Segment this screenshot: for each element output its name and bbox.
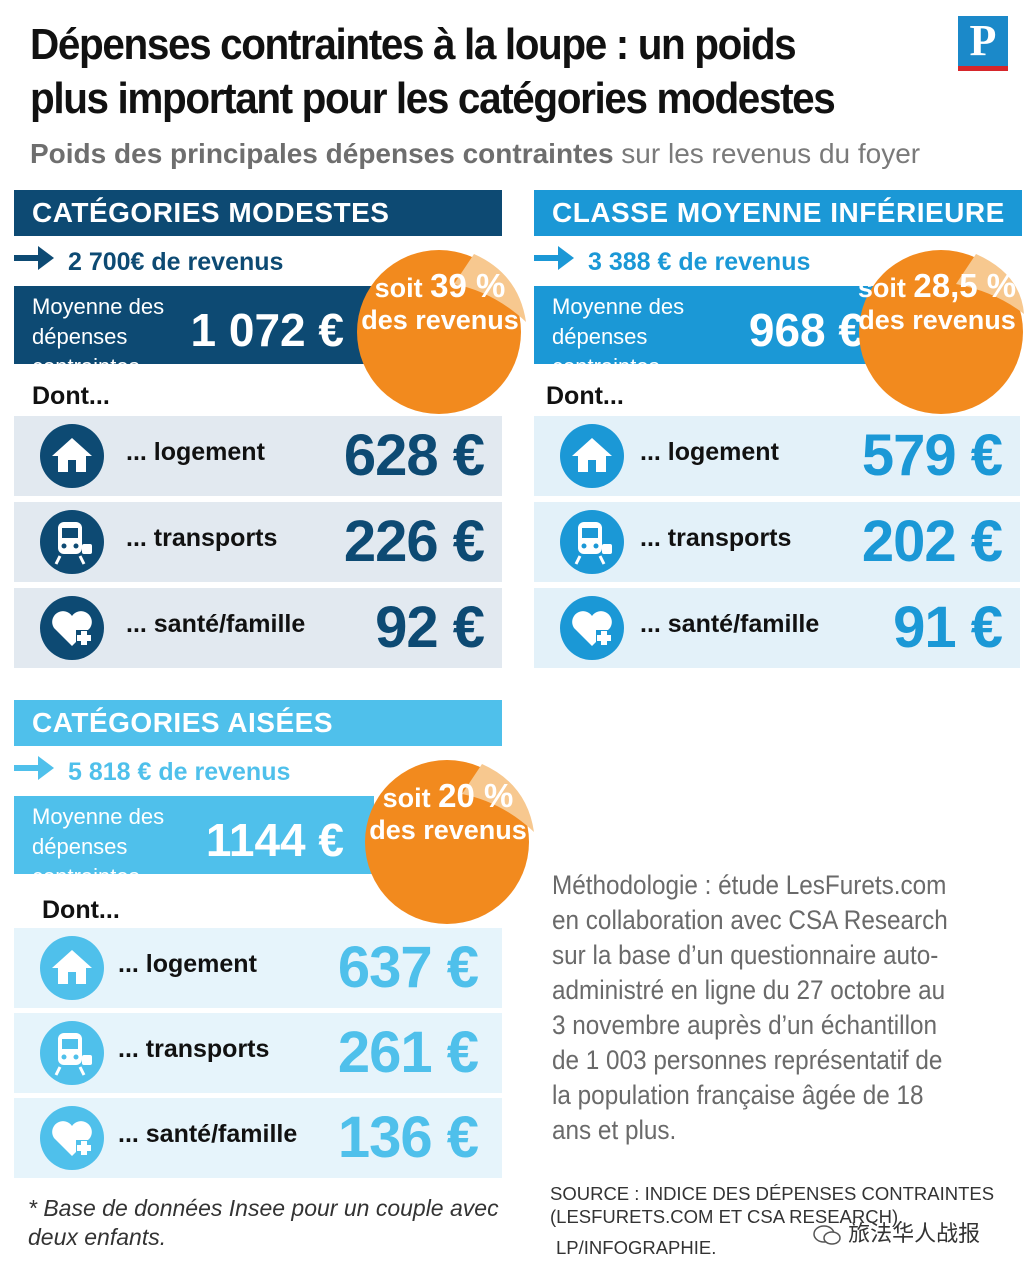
credit-text: LP/INFOGRAPHIE. [556,1237,717,1258]
newspaper-logo: P [958,16,1008,71]
sticker-text: soit 28,5 % des revenus [850,267,1024,336]
panel-header: CATÉGORIES MODESTES [14,190,502,236]
subtitle-bold: Poids des principales dépenses contraint… [30,138,614,169]
watermark: 旅法华人战报 [812,1216,980,1248]
sticker-text: soit 20 % des revenus [360,777,536,846]
arrow-icon [14,756,54,780]
revenue-text: 3 388 € de revenus [588,248,811,276]
subtitle: Poids des principales dépenses contraint… [30,138,920,170]
source-block: SOURCE : INDICE DES DÉPENSES CONTRAINTES… [550,1182,1020,1259]
train-icon [40,1021,104,1085]
row-label: ... santé/famille [640,610,820,638]
row-value: 628 € [343,423,485,488]
row-label: ... santé/famille [118,1120,298,1148]
heart-plus-icon [40,1106,104,1170]
row-transports: ... transports 261 € [14,1013,502,1093]
row-transports: ... transports 226 € [14,502,502,582]
row-label: ... logement [126,438,265,466]
row-value: 202 € [861,509,1003,574]
train-icon [560,510,624,574]
panel-categories-modestes: CATÉGORIES MODESTES 2 700€ de revenus Mo… [14,190,526,670]
average-value: 1144 € [205,814,344,866]
row-label: ... transports [640,524,792,552]
panel-categories-aisees: CATÉGORIES AISÉES 5 818 € de revenus Moy… [14,700,534,1180]
revenue-text: 5 818 € de revenus [68,758,291,786]
revenue-text: 2 700€ de revenus [68,248,284,276]
average-box: Moyenne des dépenses contraintes 1144 € [14,796,374,889]
heart-plus-icon [560,596,624,660]
percent-sticker [365,760,534,924]
percent-sticker [357,250,526,414]
heart-plus-icon [40,596,104,660]
sticker-suffix: des revenus [361,305,519,335]
sticker-prefix: soit [374,273,431,303]
average-box: Moyenne des dépenses contraintes 1 072 € [14,286,374,379]
house-icon [40,936,104,1000]
row-transports: ... transports 202 € [534,502,1020,582]
arrow-icon [14,246,54,270]
sticker-percent: 39 % [430,267,506,304]
average-box: Moyenne des dépenses contraintes 968 € [534,286,894,379]
watermark-text: 旅法华人战报 [848,1221,981,1246]
sticker-text: soit 39 % des revenus [352,267,528,336]
subtitle-normal: sur les revenus du foyer [613,138,921,169]
row-value: 91 € [893,595,1003,660]
row-logement: ... logement 628 € [14,416,502,496]
sticker-suffix: des revenus [858,305,1016,335]
house-icon [560,424,624,488]
row-value: 579 € [861,423,1003,488]
row-sante: ... santé/famille 92 € [14,588,502,668]
average-label: Moyenne des dépenses contraintes [32,294,165,379]
revenue-line: 5 818 € de revenus [14,754,290,790]
row-sante: ... santé/famille 136 € [14,1098,502,1178]
row-sante: ... santé/famille 91 € [534,588,1020,668]
arrow-icon [534,246,574,270]
sticker-suffix: des revenus [369,815,527,845]
methodology-text: Méthodologie : étude LesFurets.com en co… [552,870,948,1145]
panel-header: CATÉGORIES AISÉES [14,700,502,746]
train-icon [40,510,104,574]
average-value: 1 072 € [190,304,344,356]
panel-header: CLASSE MOYENNE INFÉRIEURE [534,190,1022,236]
percent-sticker [859,250,1024,414]
dont-label: Dont... [42,896,120,924]
average-value: 968 € [748,304,864,356]
row-value: 226 € [343,509,485,574]
average-label: Moyenne des dépenses contraintes [552,294,685,379]
row-label: ... logement [640,438,779,466]
dont-label: Dont... [546,382,624,410]
wechat-icon [813,1225,841,1245]
page-title: Dépenses contraintes à la loupe : un poi… [30,20,836,123]
house-icon [40,424,104,488]
sticker-prefix: soit [857,273,914,303]
row-value: 136 € [337,1105,479,1170]
footnote: * Base de données Insee pour un couple a… [28,1195,499,1250]
revenue-line: 3 388 € de revenus [534,244,810,280]
sticker-percent: 20 % [438,777,514,814]
row-label: ... santé/famille [126,610,306,638]
row-label: ... transports [126,524,278,552]
row-label: ... transports [118,1035,270,1063]
source-text: SOURCE : INDICE DES DÉPENSES CONTRAINTES… [550,1183,995,1227]
dont-label: Dont... [32,382,110,410]
sticker-percent: 28,5 % [913,267,1017,304]
row-label: ... logement [118,950,257,978]
revenue-line: 2 700€ de revenus [14,244,283,280]
row-logement: ... logement 637 € [14,928,502,1008]
sticker-prefix: soit [382,783,439,813]
row-logement: ... logement 579 € [534,416,1020,496]
average-label: Moyenne des dépenses contraintes [32,804,165,889]
row-value: 261 € [337,1020,479,1085]
row-value: 92 € [375,595,485,660]
panel-classe-moyenne-inferieure: CLASSE MOYENNE INFÉRIEURE 3 388 € de rev… [534,190,1024,670]
row-value: 637 € [337,935,479,1000]
